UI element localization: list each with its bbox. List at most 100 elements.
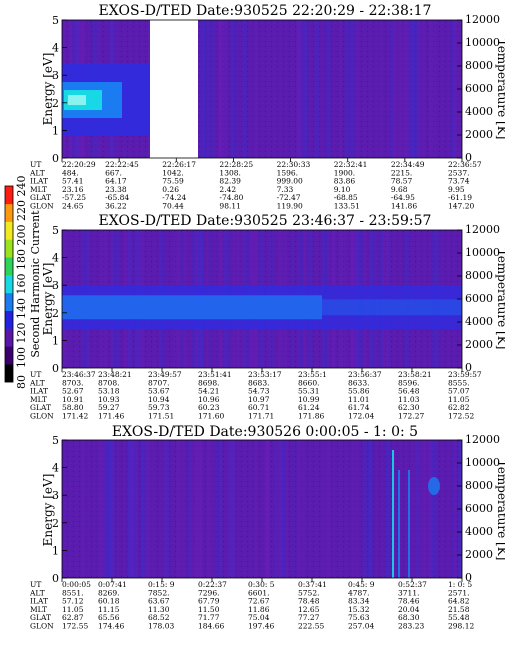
ephemeris-cell: 75.04: [248, 613, 270, 622]
plot-area: [62, 20, 462, 158]
ephemeris-cell: 60.71: [248, 403, 269, 412]
ephemeris-cell: 82.39: [219, 177, 241, 186]
y2-tick-label: 4000: [465, 315, 493, 328]
ephemeris-cell: 75.59: [162, 177, 184, 186]
ephemeris-cell: 10.91: [62, 395, 83, 404]
ephemeris-row-label: GLAT: [30, 613, 51, 622]
heatmap-cell-column: [107, 440, 112, 578]
x-tick-label: 22:28:25: [219, 160, 253, 169]
ephemeris-cell: 10.93: [98, 395, 120, 404]
ephemeris-cell: 133.51: [334, 202, 360, 211]
y2-tick-label: 2000: [465, 548, 493, 561]
ephemeris-cell: 55.31: [298, 387, 319, 396]
panel-2-title: EXOS-D/TED Date:930525 23:46:37 - 23:59:…: [99, 213, 432, 229]
y2-tick-label: 10000: [465, 246, 500, 259]
x-tick-label: 0:22:37: [198, 580, 227, 589]
ephemeris-cell: 8596.: [398, 378, 419, 387]
ephemeris-cell: 172.55: [62, 622, 88, 631]
heatmap-cell-column: [241, 20, 247, 158]
heatmap-cell-column: [131, 440, 135, 578]
ephemeris-cell: 61.24: [298, 403, 320, 412]
heatmap-cell-column: [302, 20, 307, 158]
heatmap-cell-column: [430, 440, 434, 578]
ephemeris-cell: 8660.: [298, 378, 319, 387]
heatmap-cell-column: [285, 440, 289, 578]
colorbar-tick-label: 220: [15, 200, 28, 221]
colorbar-tick-label: 80: [15, 375, 28, 389]
ephemeris-cell: 147.20: [448, 202, 474, 211]
heatmap-cell-column: [414, 440, 419, 578]
heatmap-cell-column: [293, 440, 296, 578]
ephemeris-cell: 171.60: [198, 412, 224, 421]
ephemeris-cell: 171.86: [298, 412, 324, 421]
ephemeris-cell: 6601.: [248, 588, 269, 597]
x-tick-label: 0:30: 5: [248, 580, 275, 589]
ephemeris-cell: 83.86: [334, 177, 356, 186]
x-tick-label: 23:46:37: [62, 370, 96, 379]
heatmap-cell-column: [453, 20, 460, 158]
heatmap-cell-column: [385, 440, 388, 578]
ephemeris-row-label: MLT: [30, 395, 47, 404]
colorbar-tick-label: 100: [15, 347, 28, 368]
heatmap-cell-column: [412, 20, 420, 158]
x-tick-label: 22:34:49: [391, 160, 425, 169]
ephemeris-cell: 222.55: [298, 622, 324, 631]
heatmap-cell-column: [394, 20, 402, 158]
colorbar-tick-label: 200: [15, 225, 28, 246]
panel-1-title: EXOS-D/TED Date:930525 22:20:29 - 22:38:…: [99, 3, 432, 19]
ephemeris-cell: 9.10: [334, 185, 351, 194]
heatmap-cell-column: [102, 440, 111, 578]
heatmap-cell-column: [215, 440, 223, 578]
heatmap-cell-column: [162, 440, 169, 578]
ephemeris-cell: 119.90: [277, 202, 303, 211]
colorbar: 80 100 120 140 160 180 200 220 240 Second Harmon…: [4, 176, 42, 390]
ephemeris-cell: 64.17: [105, 177, 127, 186]
x-tick-label: 22:22:45: [105, 160, 139, 169]
ephemeris-row-label: GLON: [30, 622, 54, 631]
ephemeris-cell: -65.84: [105, 193, 129, 202]
panel-2-ylabel: Energy [eV]: [41, 263, 55, 336]
ephemeris-row-label: MLT: [30, 605, 47, 614]
panel-2-y2label: Temperature [K]: [495, 249, 505, 350]
ephemeris-cell: -74.24: [162, 193, 186, 202]
heatmap-cell-column: [314, 20, 320, 158]
x-tick-label: 1: 0: 5: [448, 580, 472, 589]
x-tick-label: 23:48:21: [98, 370, 132, 379]
y2-tick-label: 4000: [465, 105, 493, 118]
ephemeris-cell: 71.77: [198, 613, 220, 622]
ephemeris-cell: 8633.: [348, 378, 369, 387]
heatmap-cell-column: [428, 440, 434, 578]
y2-tick-label: 12000: [465, 223, 500, 236]
heatmap-cell-column: [227, 440, 236, 578]
ephemeris-cell: 2537.: [448, 168, 469, 177]
ephemeris-cell: 283.23: [398, 622, 424, 631]
heatmap-cell-column: [450, 20, 456, 158]
panel-1-y2label: Temperature [K]: [495, 39, 505, 140]
ephemeris-row-label: GLON: [30, 202, 54, 211]
panel-3-title: EXOS-D/TED Date:930526 0:00:05 - 1: 0: 5: [112, 424, 418, 440]
y2-tick-label: 6000: [465, 292, 493, 305]
ephemeris-cell: 10.99: [298, 395, 320, 404]
ephemeris-cell: 178.03: [148, 622, 174, 631]
colorbar-swatch: [5, 328, 13, 347]
ephemeris-cell: 197.46: [248, 622, 274, 631]
ephemeris-cell: 72.67: [248, 597, 270, 606]
y-tick-label: 4: [52, 462, 59, 475]
x-tick-label: 23:59:57: [448, 370, 482, 379]
ephemeris-cell: 61.74: [348, 403, 370, 412]
ephemeris-cell: 23.38: [105, 185, 127, 194]
colorbar-tick-label: 180: [15, 249, 28, 270]
colorbar-tick-label: 120: [15, 323, 28, 344]
ephemeris-cell: 10.94: [148, 395, 170, 404]
ephemeris-cell: 184.66: [198, 622, 224, 631]
x-tick-label: 23:58:21: [398, 370, 432, 379]
heatmap-cell-column: [97, 440, 104, 578]
ephemeris-row-label: GLON: [30, 412, 54, 421]
heatmap-cell-column: [141, 440, 148, 578]
ephemeris-cell: 12.65: [298, 605, 320, 614]
ephemeris-row-label: ILAT: [30, 387, 48, 396]
colorbar-ticks: 80 100 120 140 160 180 200 220 240: [15, 176, 28, 390]
ephemeris-cell: 11.05: [62, 605, 84, 614]
ephemeris-cell: 73.74: [448, 177, 470, 186]
